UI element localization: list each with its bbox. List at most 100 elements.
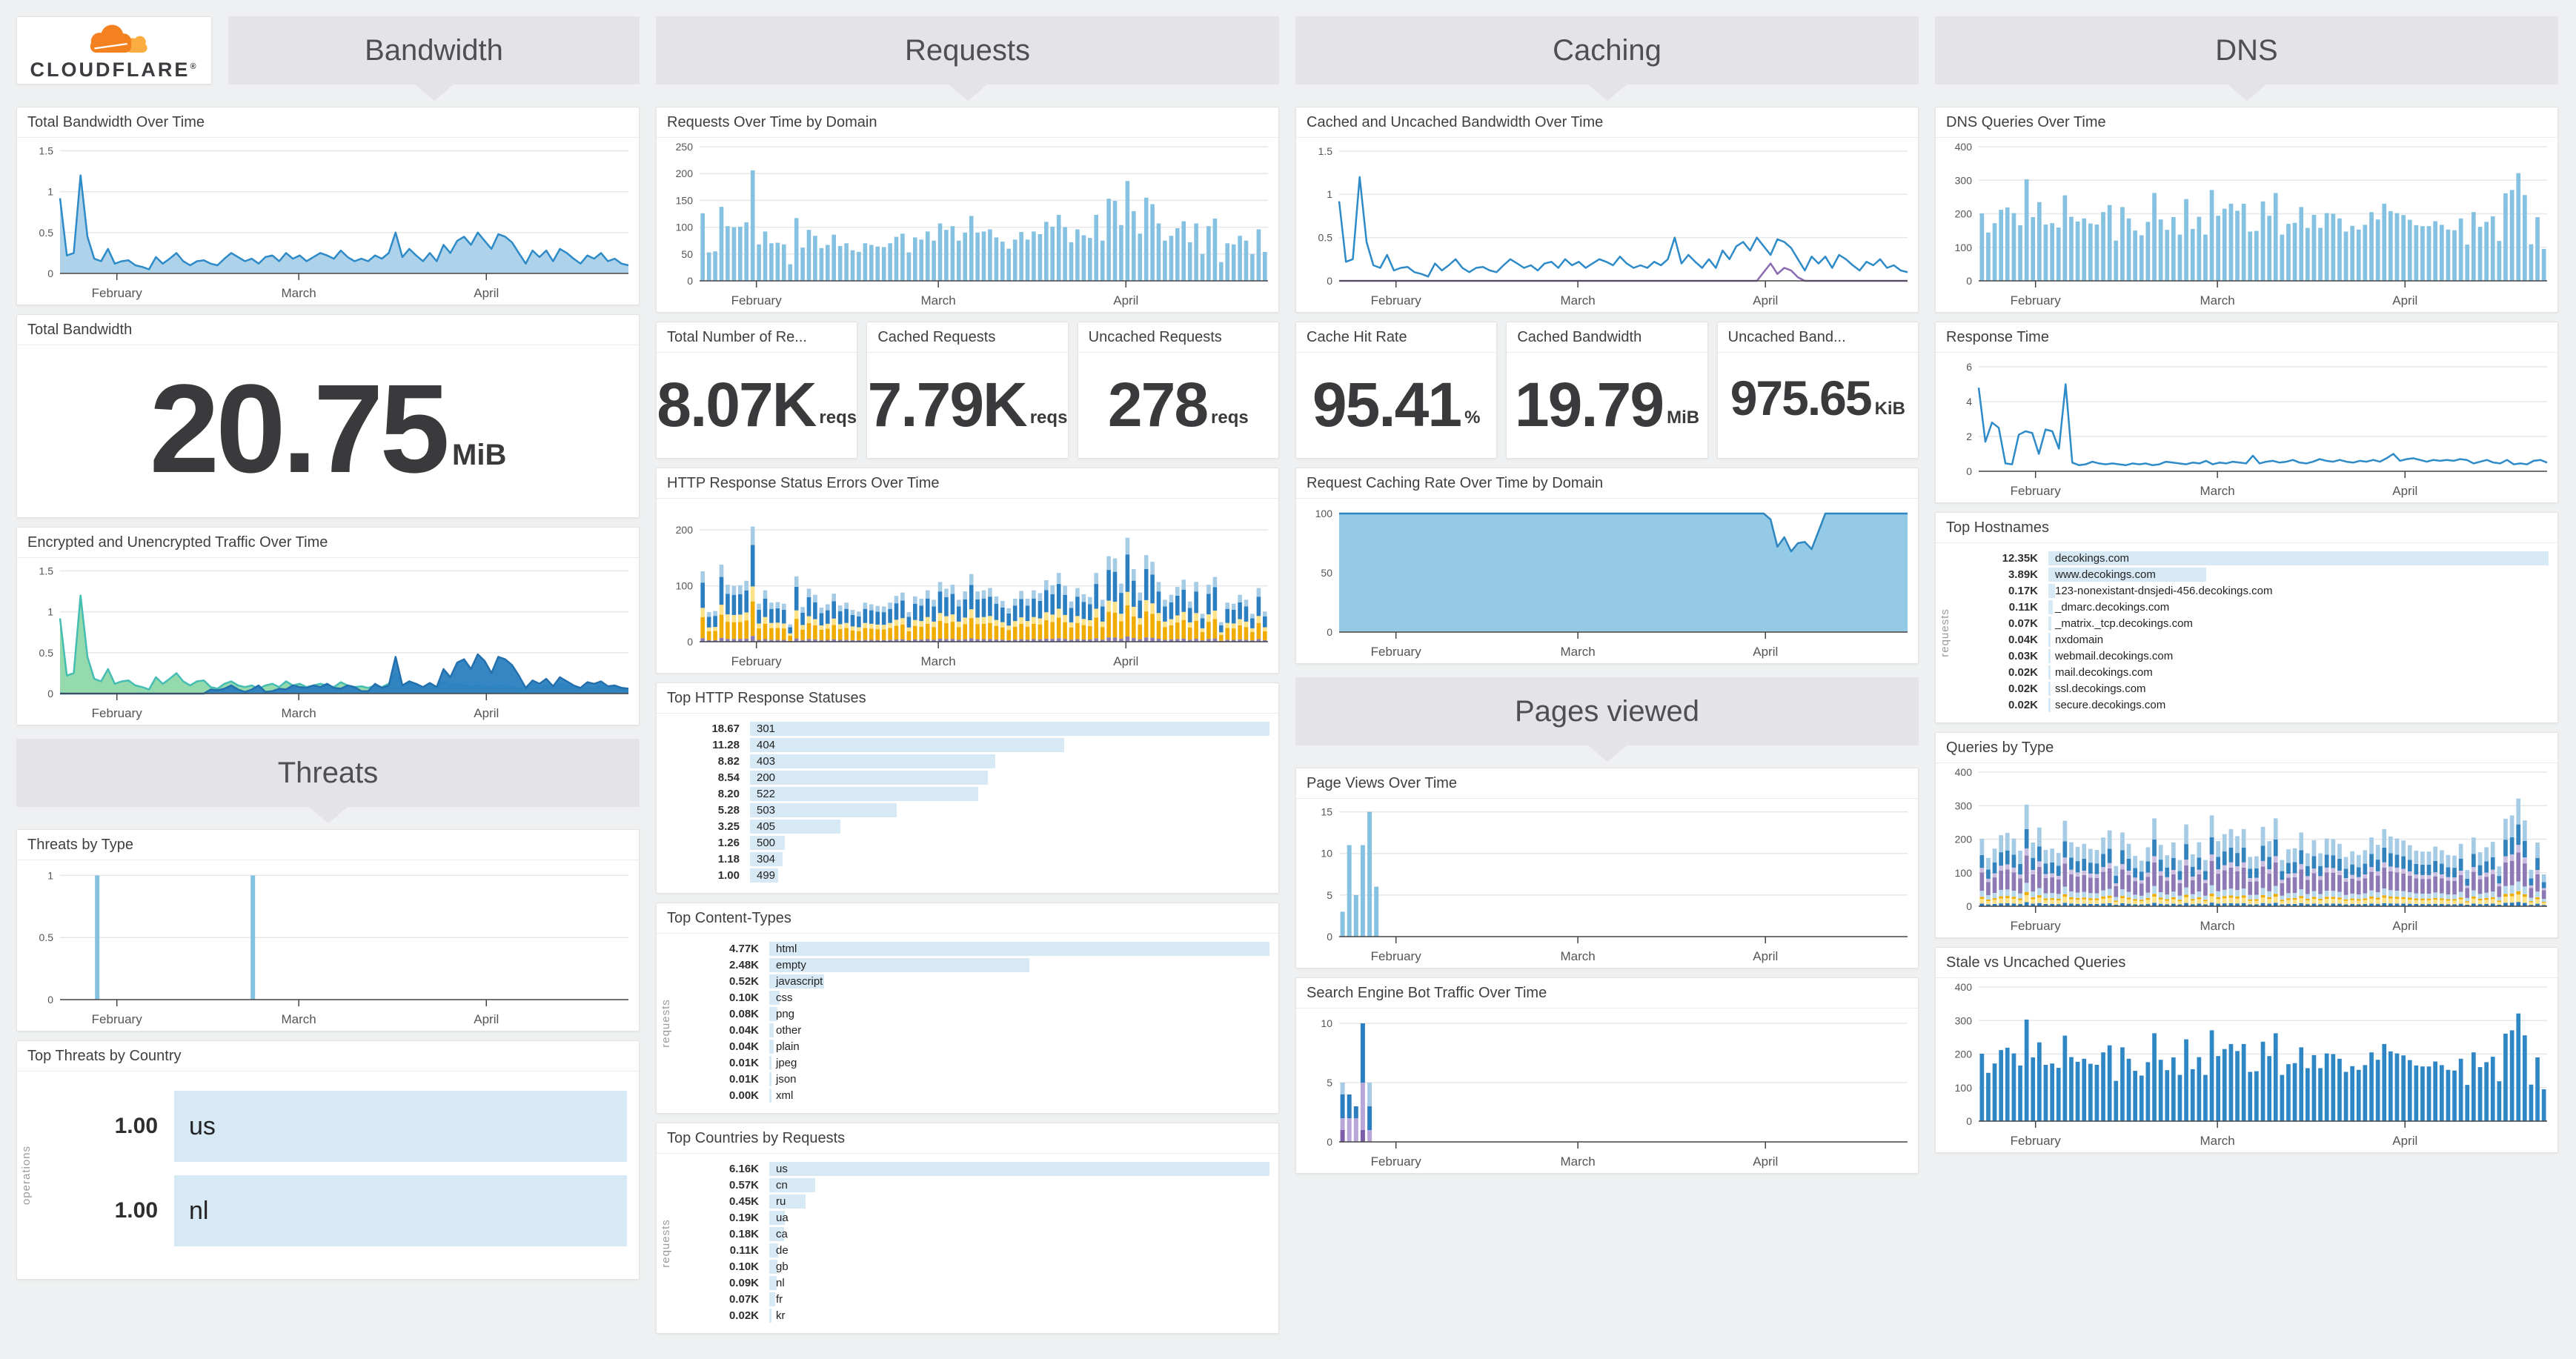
hbar-label: 404 [757, 739, 776, 751]
top-http-statuses-list[interactable]: 18.67 301 11.28 404 8.82 403 8.54 200 8.20 522 5.2… [657, 714, 1278, 893]
svg-text:10: 10 [1321, 1017, 1332, 1029]
value-axis-label: requests [660, 999, 672, 1048]
hbar-row: 1.00 nl [47, 1175, 627, 1246]
stat-value: 20.75 [149, 359, 450, 499]
svg-text:5: 5 [1327, 889, 1332, 901]
hbar-bar [769, 1072, 771, 1086]
hbar-bar [769, 1162, 1269, 1176]
page-views-chart[interactable]: 0 5 10 15 February March April [1296, 799, 1918, 968]
hbar-value: 6.16K [728, 1163, 759, 1175]
hbar-bar [750, 722, 1269, 736]
hbar-track: jpeg [769, 1056, 1269, 1070]
stat-body: 95.41 % [1296, 353, 1496, 458]
hbar-label: ru [776, 1195, 786, 1208]
svg-text:April: April [2392, 484, 2417, 498]
top-threats-by-country-list[interactable]: operations 1.00 us 1.00 nl [17, 1071, 639, 1279]
stat-unit: KiB [1874, 399, 1905, 419]
hbar-row: 0.01K jpeg [682, 1055, 1269, 1071]
svg-text:April: April [2392, 1134, 2417, 1148]
hbar-value: 0.07K [2008, 617, 2038, 630]
hbar-track: decokings.com [2048, 551, 2549, 565]
response-time-chart[interactable]: 0 2 4 6 February March April [1936, 353, 2557, 502]
svg-text:February: February [92, 706, 143, 720]
hbar-bar [769, 991, 780, 1005]
svg-text:100: 100 [676, 580, 694, 592]
svg-text:February: February [1371, 293, 1422, 308]
hbar-label: 200 [757, 771, 776, 784]
dns-queries-chart[interactable]: 0 100 200 300 400 February March April [1936, 138, 2557, 312]
hbar-bar [2048, 584, 2056, 598]
total-bandwidth-over-time-card: Total Bandwidth Over Time 0 0.5 1 1.5 Februa… [16, 107, 640, 305]
svg-text:April: April [2392, 919, 2417, 933]
total-bandwidth-over-time-chart[interactable]: 0 0.5 1 1.5 February March April [17, 138, 639, 305]
section-header-requests: Requests [656, 16, 1279, 84]
hbar-row: 8.20 522 [663, 786, 1269, 802]
requests-over-time-chart[interactable]: 0 50 100 150 200 250 February March April [657, 138, 1278, 312]
requests-stats-row: Total Number of Re... 8.07K reqs Cached … [656, 322, 1279, 459]
hbar-bar [769, 942, 1269, 956]
hbar-label: html [776, 943, 797, 955]
hbar-bar [769, 1040, 774, 1054]
queries-by-type-chart[interactable]: 0 100 200 300 400 February March April [1936, 763, 2557, 937]
cached-uncached-bandwidth-chart[interactable]: 0 0.5 1 1.5 February March April [1296, 138, 1918, 312]
cached-uncached-bandwidth-card: Cached and Uncached Bandwidth Over Time … [1295, 107, 1919, 313]
stale-uncached-queries-chart[interactable]: 0 100 200 300 400 February March April [1936, 978, 2557, 1152]
hbar-label: 403 [757, 755, 776, 768]
hbar-bar [769, 1309, 771, 1323]
threats-by-type-chart[interactable]: 0 0.5 1 February March April [17, 860, 639, 1031]
top-content-types-list[interactable]: requests 4.77K html 2.48K empty 0.52K javascri… [657, 934, 1278, 1113]
hbar-value: 4.77K [728, 943, 759, 955]
http-errors-chart[interactable]: 0 100 200 February March April [657, 499, 1278, 673]
top-countries-list[interactable]: requests 6.16K us 0.57K cn 0.45K ru 0.19K ua 0.18… [657, 1154, 1278, 1333]
hbar-value: 0.19K [728, 1212, 759, 1224]
hbar-track: nxdomain [2048, 633, 2549, 647]
svg-text:0: 0 [687, 636, 693, 648]
hbar-row: 3.89K www.decokings.com [1961, 567, 2549, 582]
card-title: Request Caching Rate Over Time by Domain [1296, 468, 1918, 499]
svg-text:1.5: 1.5 [1318, 145, 1333, 157]
top-hostnames-list[interactable]: requests 12.35K decokings.com 3.89K www.deco… [1936, 543, 2557, 722]
hbar-label: xml [776, 1089, 794, 1102]
encrypted-traffic-chart[interactable]: 0 0.5 1 1.5 February March April [17, 558, 639, 725]
hbar-track: xml [769, 1089, 1269, 1103]
hbar-bar [2048, 665, 2051, 680]
hbar-track: 503 [750, 803, 1269, 817]
hbar-row: 12.35K decokings.com [1961, 551, 2549, 566]
hbar-track: cn [769, 1178, 1269, 1192]
hbar-row: 0.17K 123-nonexistant-dnsjedi-456.decokin… [1961, 583, 2549, 599]
svg-text:March: March [282, 706, 316, 720]
hbar-bar [2048, 551, 2549, 565]
hbar-value: 0.07K [728, 1293, 759, 1306]
caching-stats-row: Cache Hit Rate 95.41 % Cached Bandwidth … [1295, 322, 1919, 459]
svg-text:February: February [731, 654, 783, 668]
request-caching-rate-chart[interactable]: 0 50 100 February March April [1296, 499, 1918, 663]
hbar-row: 0.07K _matrix._tcp.decokings.com [1961, 616, 2549, 631]
hbar-track: other [769, 1023, 1269, 1037]
cached-bandwidth-stat-card: Cached Bandwidth 19.79 MiB [1506, 322, 1708, 459]
card-title: Cached Requests [867, 322, 1068, 353]
hbar-value: 0.52K [728, 975, 759, 988]
hbar-row: 0.02K mail.decokings.com [1961, 665, 2549, 680]
svg-text:April: April [1753, 949, 1778, 963]
hbar-row: 5.28 503 [663, 803, 1269, 818]
svg-text:February: February [1371, 1154, 1422, 1169]
hbar-value: 0.10K [728, 1260, 759, 1273]
svg-text:100: 100 [1955, 242, 1973, 253]
hbar-label: empty [776, 959, 806, 971]
svg-text:4: 4 [1966, 396, 1972, 408]
hbar-label: us [189, 1112, 216, 1140]
section-header-bandwidth: Bandwidth [228, 16, 640, 84]
svg-text:400: 400 [1955, 141, 1973, 153]
search-bot-traffic-chart[interactable]: 0 5 10 February March April [1296, 1009, 1918, 1173]
hbar-value: 8.82 [717, 755, 740, 768]
svg-text:100: 100 [676, 222, 694, 233]
http-errors-card: HTTP Response Status Errors Over Time 0 1… [656, 468, 1279, 674]
hbar-label: www.decokings.com [2055, 568, 2156, 581]
card-title: Uncached Requests [1078, 322, 1278, 353]
svg-text:February: February [2011, 1134, 2062, 1148]
hbar-bar [2048, 568, 2206, 582]
hbar-label: ssl.decokings.com [2055, 682, 2146, 695]
card-title: Cache Hit Rate [1296, 322, 1497, 353]
svg-text:200: 200 [1955, 834, 1973, 845]
hbar-row: 0.11K de [682, 1243, 1269, 1258]
